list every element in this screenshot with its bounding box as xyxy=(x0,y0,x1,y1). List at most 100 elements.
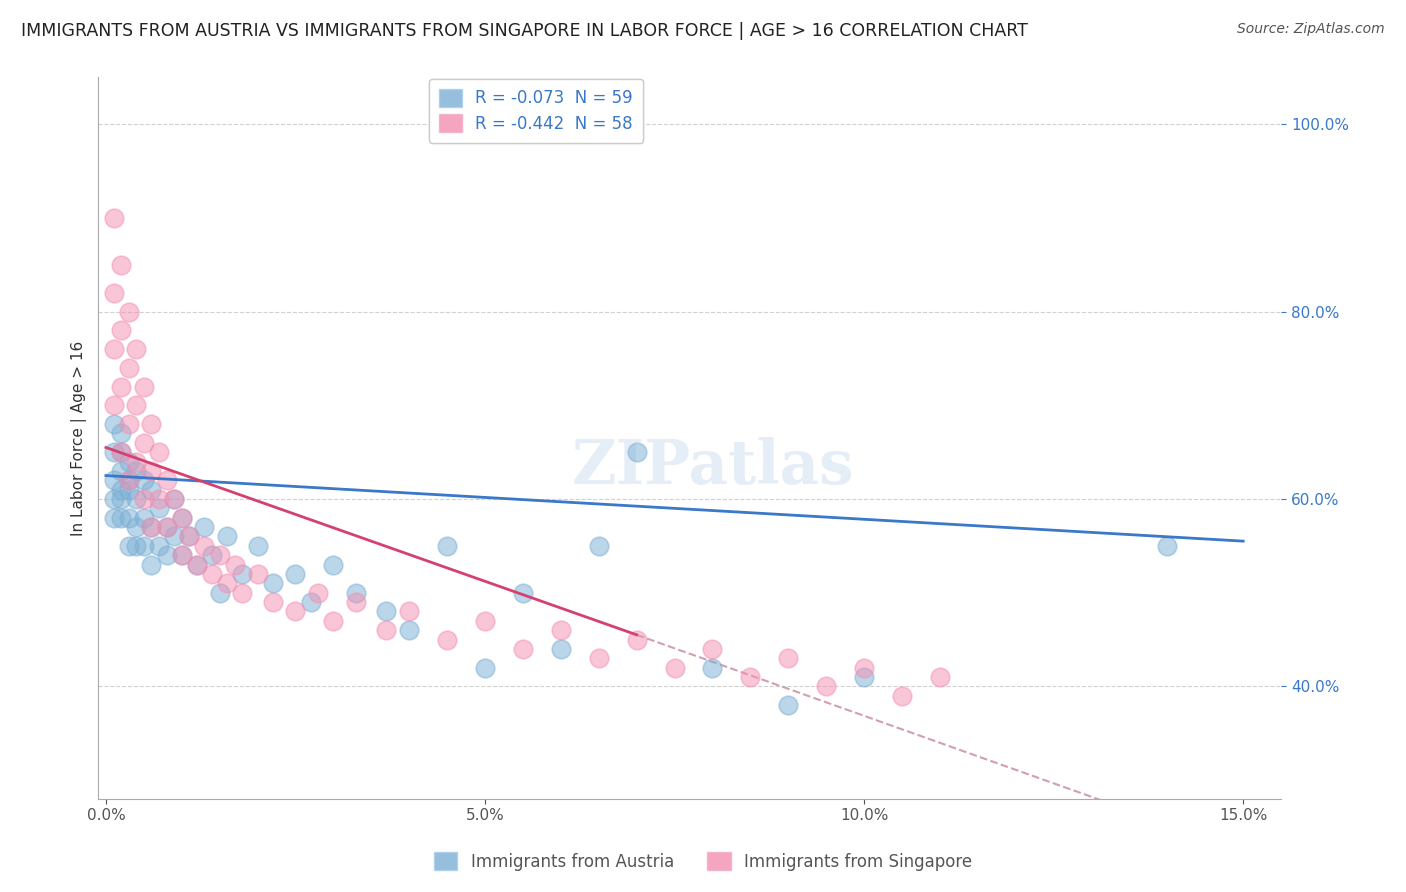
Point xyxy=(322,614,344,628)
Point xyxy=(307,585,329,599)
Point xyxy=(217,576,239,591)
Point xyxy=(588,651,610,665)
Point xyxy=(118,304,141,318)
Point xyxy=(512,641,534,656)
Point xyxy=(155,548,177,562)
Point xyxy=(299,595,322,609)
Point xyxy=(163,529,186,543)
Point xyxy=(550,623,572,637)
Point xyxy=(125,464,148,478)
Point xyxy=(778,651,800,665)
Point xyxy=(702,641,724,656)
Point xyxy=(170,510,193,524)
Point xyxy=(118,454,141,468)
Point xyxy=(103,445,125,459)
Point xyxy=(110,426,132,441)
Point xyxy=(664,660,686,674)
Point xyxy=(815,679,838,693)
Point xyxy=(118,539,141,553)
Point xyxy=(474,614,496,628)
Point xyxy=(201,548,224,562)
Point xyxy=(125,491,148,506)
Point xyxy=(103,473,125,487)
Point xyxy=(208,585,231,599)
Point xyxy=(132,379,155,393)
Point xyxy=(740,670,762,684)
Point xyxy=(141,520,163,534)
Point xyxy=(436,539,458,553)
Point xyxy=(103,491,125,506)
Point xyxy=(110,445,132,459)
Point xyxy=(132,435,155,450)
Point xyxy=(588,539,610,553)
Point xyxy=(132,539,155,553)
Point xyxy=(375,604,398,618)
Point xyxy=(398,623,420,637)
Point xyxy=(322,558,344,572)
Point xyxy=(193,539,215,553)
Point xyxy=(1156,539,1178,553)
Point xyxy=(118,483,141,497)
Point xyxy=(103,510,125,524)
Y-axis label: In Labor Force | Age > 16: In Labor Force | Age > 16 xyxy=(72,341,87,536)
Point xyxy=(110,491,132,506)
Legend: Immigrants from Austria, Immigrants from Singapore: Immigrants from Austria, Immigrants from… xyxy=(426,844,980,880)
Text: ZIPatlas: ZIPatlas xyxy=(572,437,855,497)
Point xyxy=(103,398,125,412)
Point xyxy=(474,660,496,674)
Point xyxy=(118,360,141,375)
Point xyxy=(110,510,132,524)
Point xyxy=(626,445,648,459)
Point xyxy=(201,566,224,581)
Point xyxy=(148,539,170,553)
Point xyxy=(929,670,952,684)
Point xyxy=(132,473,155,487)
Point xyxy=(284,604,307,618)
Point xyxy=(246,539,269,553)
Point xyxy=(125,342,148,356)
Point xyxy=(103,211,125,225)
Point xyxy=(262,576,284,591)
Point xyxy=(702,660,724,674)
Point xyxy=(110,483,132,497)
Point xyxy=(512,585,534,599)
Point xyxy=(179,529,201,543)
Point xyxy=(103,417,125,431)
Point xyxy=(148,491,170,506)
Point xyxy=(118,473,141,487)
Point xyxy=(125,520,148,534)
Point xyxy=(853,660,876,674)
Point xyxy=(125,398,148,412)
Point xyxy=(110,258,132,272)
Point xyxy=(141,483,163,497)
Point xyxy=(125,454,148,468)
Point xyxy=(170,510,193,524)
Point xyxy=(550,641,572,656)
Point xyxy=(186,558,208,572)
Point xyxy=(141,558,163,572)
Point xyxy=(132,491,155,506)
Point xyxy=(179,529,201,543)
Point xyxy=(778,698,800,712)
Point xyxy=(163,491,186,506)
Point xyxy=(141,520,163,534)
Point xyxy=(246,566,269,581)
Point xyxy=(155,473,177,487)
Point xyxy=(163,491,186,506)
Point xyxy=(193,520,215,534)
Text: Source: ZipAtlas.com: Source: ZipAtlas.com xyxy=(1237,22,1385,37)
Point xyxy=(262,595,284,609)
Point xyxy=(141,417,163,431)
Point xyxy=(891,689,914,703)
Point xyxy=(626,632,648,647)
Point xyxy=(125,539,148,553)
Point xyxy=(148,445,170,459)
Point xyxy=(141,464,163,478)
Point xyxy=(398,604,420,618)
Point xyxy=(186,558,208,572)
Legend: R = -0.073  N = 59, R = -0.442  N = 58: R = -0.073 N = 59, R = -0.442 N = 58 xyxy=(429,78,643,143)
Point xyxy=(344,595,367,609)
Point xyxy=(110,379,132,393)
Point xyxy=(155,520,177,534)
Point xyxy=(208,548,231,562)
